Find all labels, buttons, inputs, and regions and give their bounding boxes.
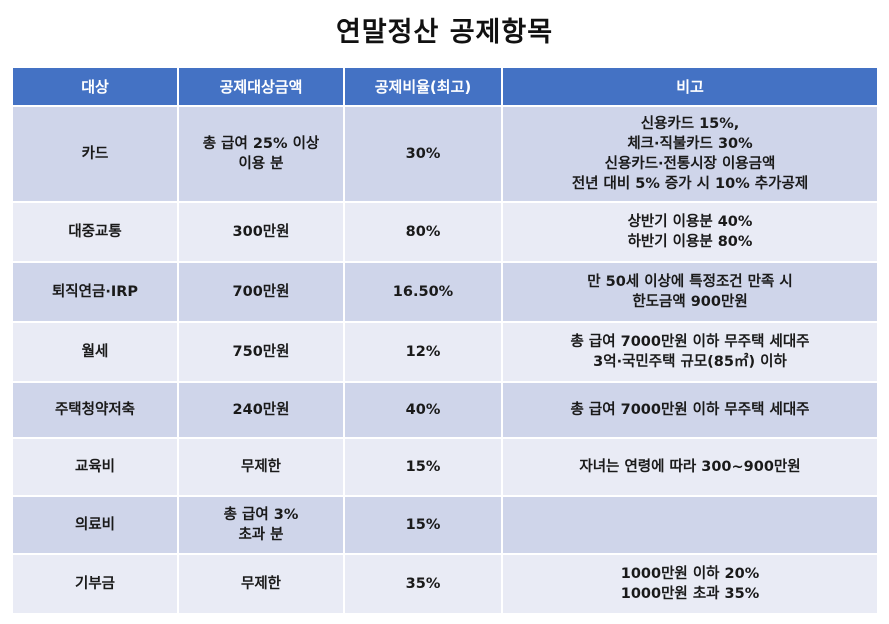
- cell-note-line: 만 50세 이상에 특정조건 만족 시: [587, 274, 793, 290]
- cell-amount-line: 300만원: [232, 224, 290, 240]
- cell-note-line: 1000만원 초과 35%: [620, 586, 760, 602]
- cell-note: 상반기 이용분 40% 하반기 이용분 80%: [501, 201, 879, 263]
- header-target: 대상: [11, 66, 179, 107]
- cell-amount: 무제한: [177, 437, 345, 497]
- cell-rate: 80%: [343, 201, 503, 263]
- cell-rate: 15%: [343, 495, 503, 555]
- cell-target: 월세: [11, 321, 179, 383]
- cell-note-line: 3억·국민주택 규모(85㎡) 이하: [593, 354, 787, 370]
- cell-rate: 12%: [343, 321, 503, 383]
- cell-note-line: 상반기 이용분 40%: [627, 214, 753, 230]
- cell-target: 기부금: [11, 553, 179, 615]
- cell-note-line: 자녀는 연령에 따라 300~900만원: [579, 459, 801, 475]
- cell-amount: 300만원: [177, 201, 345, 263]
- cell-target: 퇴직연금·IRP: [11, 261, 179, 323]
- cell-rate: 15%: [343, 437, 503, 497]
- cell-target: 주택청약저축: [11, 381, 179, 439]
- cell-amount-line: 750만원: [232, 344, 290, 360]
- cell-rate: 40%: [343, 381, 503, 439]
- cell-amount-line: 초과 분: [238, 527, 284, 543]
- cell-amount: 무제한: [177, 553, 345, 615]
- cell-note-line: 체크·직불카드 30%: [627, 136, 753, 152]
- cell-note-line: 총 급여 7000만원 이하 무주택 세대주: [570, 402, 810, 418]
- cell-note-line: 한도금액 900만원: [632, 294, 748, 310]
- cell-note: [501, 495, 879, 555]
- cell-note: 총 급여 7000만원 이하 무주택 세대주: [501, 381, 879, 439]
- cell-amount: 총 급여 3% 초과 분: [177, 495, 345, 555]
- cell-rate: 30%: [343, 105, 503, 203]
- header-note: 비고: [501, 66, 879, 107]
- cell-target: 교육비: [11, 437, 179, 497]
- cell-note: 총 급여 7000만원 이하 무주택 세대주 3억·국민주택 규모(85㎡) 이하: [501, 321, 879, 383]
- cell-note-line: 하반기 이용분 80%: [627, 234, 753, 250]
- cell-amount-line: 총 급여 25% 이상: [202, 136, 320, 152]
- header-row: 대상 공제대상금액 공제비율(최고) 비고: [11, 66, 879, 107]
- cell-amount: 700만원: [177, 261, 345, 323]
- cell-amount-line: 무제한: [240, 576, 282, 592]
- table-row: 카드 총 급여 25% 이상 이용 분 30% 신용카드 15%, 체크·직불카드 30%…: [11, 105, 879, 203]
- table-row: 퇴직연금·IRP 700만원 16.50% 만 50세 이상에 특정조건 만족 시 한도…: [11, 261, 879, 323]
- cell-amount-line: 이용 분: [238, 156, 284, 172]
- cell-amount-line: 총 급여 3%: [223, 507, 299, 523]
- cell-target: 대중교통: [11, 201, 179, 263]
- table-row: 기부금 무제한 35% 1000만원 이하 20% 1000만원 초과 35%: [11, 553, 879, 615]
- cell-amount-line: 700만원: [232, 284, 290, 300]
- cell-amount: 750만원: [177, 321, 345, 383]
- cell-note-line: 신용카드·전통시장 이용금액: [604, 156, 776, 172]
- header-amount: 공제대상금액: [177, 66, 345, 107]
- cell-target: 의료비: [11, 495, 179, 555]
- cell-note-line: 신용카드 15%,: [640, 116, 740, 132]
- cell-note-line: 1000만원 이하 20%: [620, 566, 760, 582]
- table-row: 대중교통 300만원 80% 상반기 이용분 40% 하반기 이용분 80%: [11, 201, 879, 263]
- cell-note-line: 전년 대비 5% 증가 시 10% 추가공제: [571, 176, 809, 192]
- cell-amount-line: 무제한: [240, 459, 282, 475]
- page-title: 연말정산 공제항목: [335, 17, 554, 48]
- cell-rate: 35%: [343, 553, 503, 615]
- table-row: 교육비 무제한 15% 자녀는 연령에 따라 300~900만원: [11, 437, 879, 497]
- header-rate: 공제비율(최고): [343, 66, 503, 107]
- cell-rate: 16.50%: [343, 261, 503, 323]
- table-row: 주택청약저축 240만원 40% 총 급여 7000만원 이하 무주택 세대주: [11, 381, 879, 439]
- cell-note: 1000만원 이하 20% 1000만원 초과 35%: [501, 553, 879, 615]
- cell-amount-line: 240만원: [232, 402, 290, 418]
- cell-amount: 240만원: [177, 381, 345, 439]
- cell-target: 카드: [11, 105, 179, 203]
- cell-note: 자녀는 연령에 따라 300~900만원: [501, 437, 879, 497]
- table-row: 의료비 총 급여 3% 초과 분 15%: [11, 495, 879, 555]
- table-row: 월세 750만원 12% 총 급여 7000만원 이하 무주택 세대주 3억·국민주택 …: [11, 321, 879, 383]
- cell-note-line: 총 급여 7000만원 이하 무주택 세대주: [570, 334, 810, 350]
